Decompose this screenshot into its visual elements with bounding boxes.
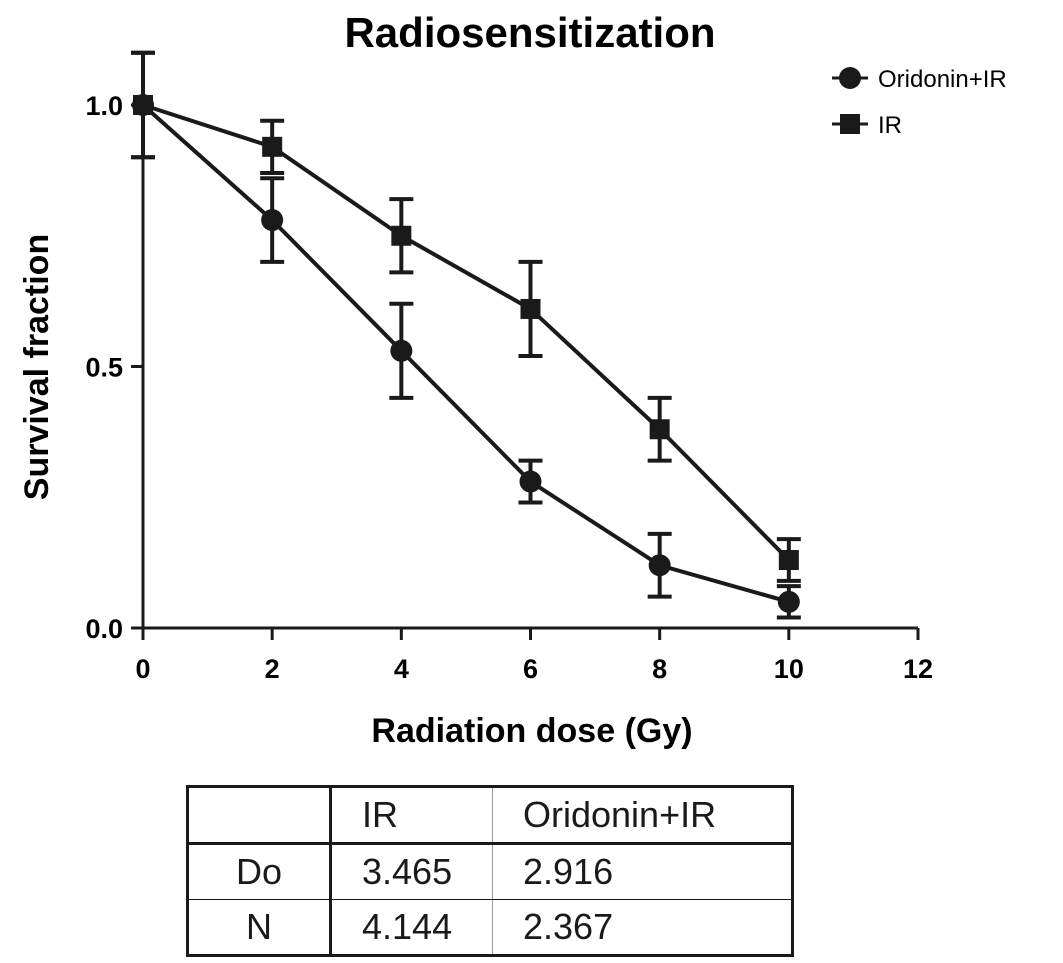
series-oridonin-ir	[131, 50, 801, 620]
x-tick-label: 6	[523, 654, 538, 684]
data-point	[391, 225, 412, 246]
series-ir	[131, 50, 801, 583]
table-cell-do-oridonin-ir: 2.916	[492, 843, 793, 900]
series-line	[142, 103, 791, 562]
table-cell-do-ir: 3.465	[330, 843, 493, 900]
x-tick-label: 4	[394, 654, 409, 684]
x-tick-label: 0	[135, 654, 150, 684]
table-cell-n-oridonin-ir: 2.367	[492, 899, 793, 956]
legend-label: Oridonin+IR	[878, 66, 1007, 93]
survival-chart: Radiosensitization Survival fraction Rad…	[18, 9, 1007, 750]
table-corner-cell	[187, 786, 332, 845]
data-point	[261, 209, 284, 232]
y-tick-label: 0.5	[85, 353, 123, 383]
table-header-row: IR Oridonin+IR	[187, 786, 793, 845]
legend-label: IR	[878, 112, 902, 139]
table-row-label-do: Do	[187, 843, 332, 900]
series-line	[141, 103, 790, 604]
data-point	[648, 554, 671, 577]
y-axis-label: Survival fraction	[18, 234, 56, 500]
data-point	[133, 95, 153, 115]
table-cell-n-ir: 4.144	[330, 899, 493, 956]
chart-title: Radiosensitization	[344, 9, 715, 56]
legend-marker	[839, 67, 861, 89]
parameters-table: IR Oridonin+IR Do 3.465 2.916 N 4.144 2.…	[186, 785, 794, 957]
table-header-ir: IR	[330, 786, 493, 845]
data-point	[520, 298, 541, 319]
data-point	[519, 470, 542, 493]
x-tick-label: 12	[903, 654, 933, 684]
y-tick-label: 0.0	[85, 614, 123, 644]
x-tick-label: 8	[652, 654, 667, 684]
x-tick-label: 10	[774, 654, 804, 684]
legend: Oridonin+IR IR	[832, 66, 1007, 139]
x-tick-label: 2	[265, 654, 280, 684]
data-point	[649, 419, 670, 440]
data-point	[390, 339, 413, 362]
table-header-oridonin-ir: Oridonin+IR	[492, 786, 793, 845]
y-tick-label: 1.0	[85, 91, 123, 121]
axes: 0 2 4 6 8 10 12 0.0 0.5 1.0	[85, 91, 933, 684]
x-axis-label: Radiation dose (Gy)	[371, 712, 692, 750]
data-point	[777, 590, 800, 613]
legend-marker	[840, 114, 860, 134]
data-point	[262, 136, 283, 157]
table-row: N 4.144 2.367	[187, 899, 793, 956]
table-row: Do 3.465 2.916	[187, 843, 793, 900]
table-row-label-n: N	[187, 899, 332, 956]
series-layer	[131, 50, 801, 620]
data-point	[778, 550, 799, 571]
